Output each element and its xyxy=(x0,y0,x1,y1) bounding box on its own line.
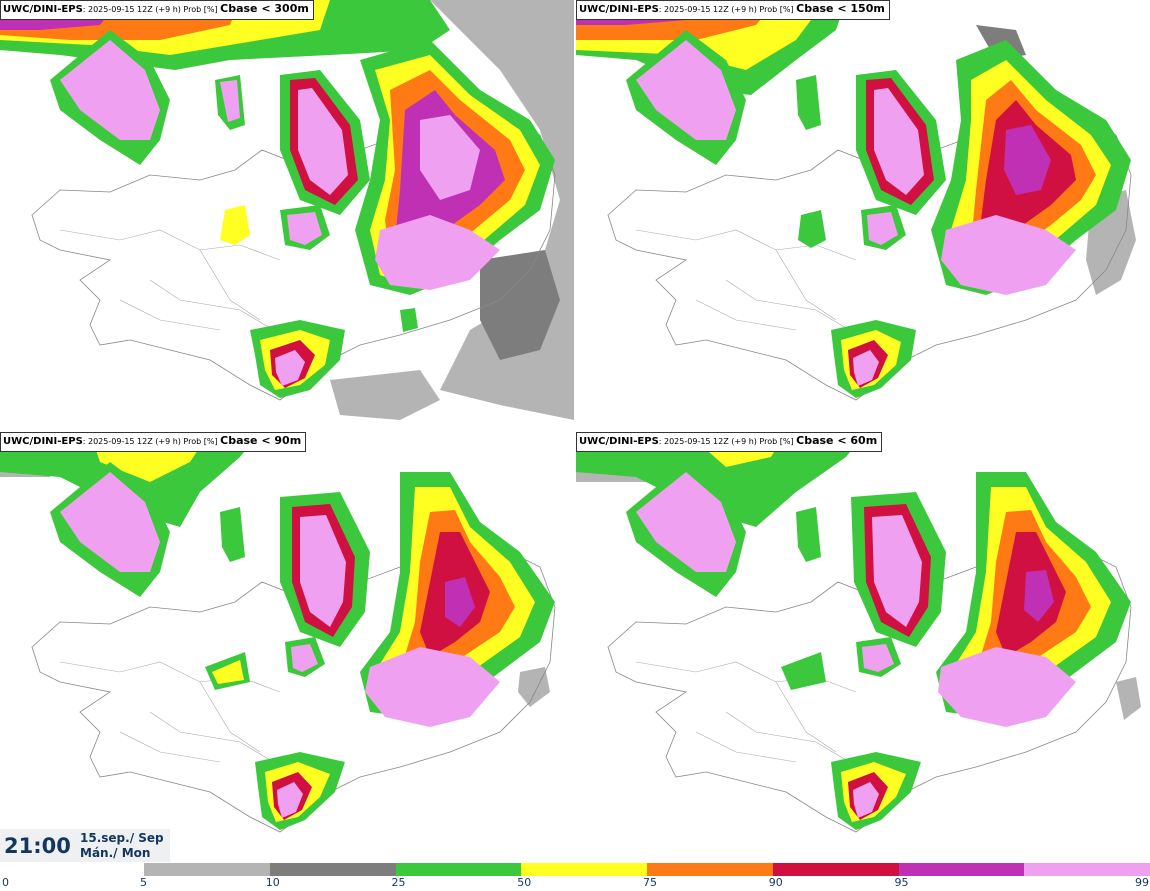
map-panel-90m: UWC/DINI-EPS: 2025-09-15 12Z (+9 h) Prob… xyxy=(0,432,574,862)
probability-map xyxy=(576,432,1150,862)
colorbar-tick-label: 90 xyxy=(768,876,783,889)
model-name: UWC/DINI-EPS xyxy=(579,436,659,447)
colorbar-segment xyxy=(647,863,773,876)
probability-map xyxy=(0,432,574,862)
colorbar-segment xyxy=(395,863,522,876)
colorbar-segment xyxy=(269,863,396,876)
parameter-label: Cbase < 300m xyxy=(220,2,309,15)
valid-weekday: Mán./ Mon xyxy=(80,846,151,860)
parameter-label: Cbase < 150m xyxy=(796,2,885,15)
colorbar-tick-label: 25 xyxy=(391,876,406,889)
colorbar-tick-label: 99 xyxy=(1135,876,1149,889)
colorbar-segment xyxy=(521,863,647,876)
run-info: : 2025-09-15 12Z (+9 h) Prob [%] xyxy=(82,5,218,14)
probability-colorbar xyxy=(144,863,1150,876)
colorbar-segment xyxy=(144,863,270,876)
valid-time-box: 21:00 15.sep./ Sep Mán./ Mon xyxy=(0,829,170,862)
model-name: UWC/DINI-EPS xyxy=(3,436,83,447)
parameter-label: Cbase < 60m xyxy=(796,434,878,447)
panel-title: UWC/DINI-EPS: 2025-09-15 12Z (+9 h) Prob… xyxy=(576,0,890,20)
map-panel-60m: UWC/DINI-EPS: 2025-09-15 12Z (+9 h) Prob… xyxy=(576,432,1150,862)
run-info: : 2025-09-15 12Z (+9 h) Prob [%] xyxy=(82,437,218,446)
probability-map xyxy=(0,0,574,430)
colorbar-tick-label: 0 xyxy=(2,876,9,889)
colorbar-segment xyxy=(898,863,1025,876)
valid-time: 21:00 xyxy=(4,834,71,858)
probability-map xyxy=(576,0,1150,430)
colorbar-tick-label: 10 xyxy=(265,876,280,889)
colorbar-segment xyxy=(772,863,899,876)
valid-date: 15.sep./ Sep xyxy=(80,831,164,845)
colorbar-tick-label: 75 xyxy=(643,876,657,889)
run-info: : 2025-09-15 12Z (+9 h) Prob [%] xyxy=(658,5,794,14)
model-name: UWC/DINI-EPS xyxy=(3,4,83,15)
colorbar-tick-label: 5 xyxy=(140,876,147,889)
colorbar-tick-label: 95 xyxy=(894,876,909,889)
map-panel-300m: UWC/DINI-EPS: 2025-09-15 12Z (+9 h) Prob… xyxy=(0,0,574,430)
panel-title: UWC/DINI-EPS: 2025-09-15 12Z (+9 h) Prob… xyxy=(576,432,883,452)
colorbar-segment xyxy=(1024,863,1150,876)
panel-title: UWC/DINI-EPS: 2025-09-15 12Z (+9 h) Prob… xyxy=(0,432,307,452)
colorbar-tick-label: 50 xyxy=(517,876,532,889)
model-name: UWC/DINI-EPS xyxy=(579,4,659,15)
map-panel-150m: UWC/DINI-EPS: 2025-09-15 12Z (+9 h) Prob… xyxy=(576,0,1150,430)
run-info: : 2025-09-15 12Z (+9 h) Prob [%] xyxy=(658,437,794,446)
panel-title: UWC/DINI-EPS: 2025-09-15 12Z (+9 h) Prob… xyxy=(0,0,314,20)
parameter-label: Cbase < 90m xyxy=(220,434,302,447)
